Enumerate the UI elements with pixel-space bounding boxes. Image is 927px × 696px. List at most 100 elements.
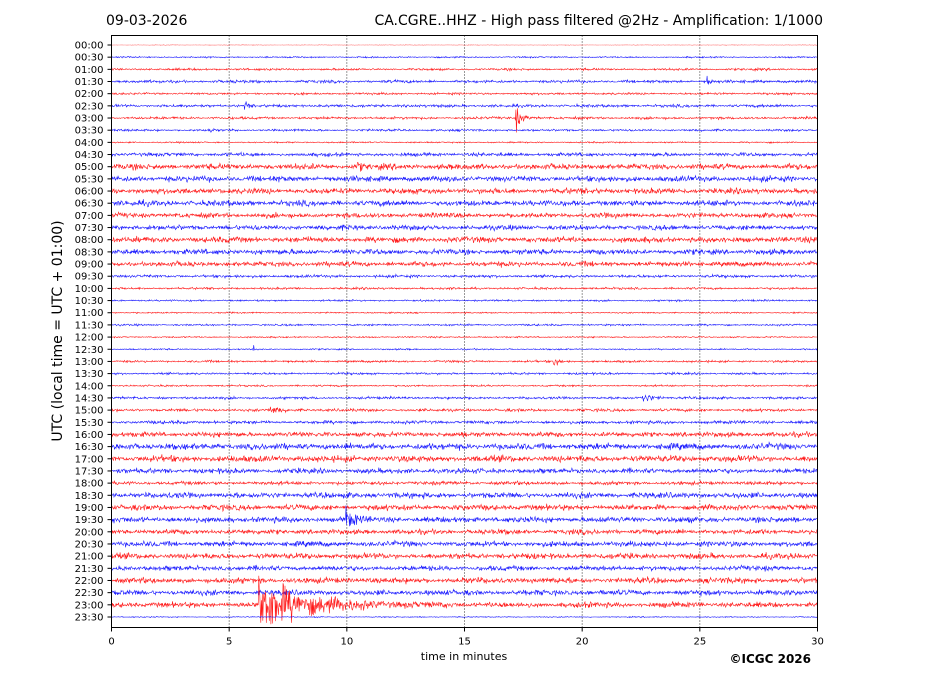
y-tick-label: 02:30 [75,101,104,112]
y-tick-label: 00:30 [75,53,104,64]
trace-0200 [111,91,818,97]
y-tick-label: 03:30 [75,126,104,137]
plot-frame [111,35,818,628]
chart-title: CA.CGRE..HHZ - High pass filtered @2Hz -… [374,13,823,29]
y-tick-label: 16:00 [75,430,104,441]
trace-1500 [111,406,818,414]
y-tick-label: 07:00 [75,211,104,222]
y-tick-label: 23:30 [75,612,104,623]
trace-2000 [111,528,818,536]
y-tick-label: 19:00 [75,503,104,514]
trace-0030 [111,55,818,59]
copyright-label: ©ICGC 2026 [729,652,811,666]
y-tick-label: 05:30 [75,174,104,185]
trace-1730 [111,467,818,475]
y-tick-label: 11:30 [75,320,104,331]
y-tick-label: 17:30 [75,466,104,477]
y-tick-label: 10:30 [75,296,104,307]
x-axis: 0 5 10 15 20 25 30 [108,627,824,648]
y-tick-label: 19:30 [75,515,104,526]
trace-1130 [111,323,818,327]
y-tick-label: 08:30 [75,247,104,258]
y-tick-label: 14:00 [75,381,104,392]
trace-2330 [111,615,818,619]
trace-0900 [111,259,818,268]
trace-1630 [111,441,818,451]
y-tick-label: 10:00 [75,284,104,295]
trace-0730 [111,224,818,232]
trace-1230 [111,345,818,351]
trace-1200 [111,335,818,339]
y-tick-label: 21:00 [75,552,104,563]
trace-0000 [111,44,818,46]
trace-0300 [111,108,818,133]
y-tick-label: 09:00 [75,260,104,271]
y-tick-label: 12:00 [75,333,104,344]
trace-0800 [111,235,818,244]
x-tick-label: 25 [693,637,706,648]
y-tick-label: 04:00 [75,138,104,149]
trace-1030 [111,298,818,303]
grid-lines [228,35,701,628]
trace-2100 [111,551,818,561]
y-tick-label: 07:30 [75,223,104,234]
trace-0930 [111,273,818,280]
y-tick-label: 08:00 [75,235,104,246]
y-tick-label: 06:30 [75,199,104,210]
x-tick-label: 5 [226,637,232,648]
trace-0400 [111,140,818,144]
y-tick-label: 05:00 [75,162,104,173]
y-tick-label: 03:00 [75,114,104,125]
x-axis-label: time in minutes [421,650,508,663]
y-tick-label: 16:30 [75,442,104,453]
trace-0430 [111,151,818,158]
y-tick-label: 01:00 [75,65,104,76]
trace-1700 [111,454,818,464]
y-tick-label: 18:00 [75,479,104,490]
y-tick-label: 22:00 [75,576,104,587]
trace-2230 [111,588,818,597]
y-axis-label: UTC (local time = UTC + 01:00) [50,220,66,441]
trace-0830 [111,247,818,256]
trace-1930 [111,505,818,527]
y-tick-label: 20:30 [75,539,104,550]
trace-0500 [111,161,818,172]
trace-0130 [111,75,818,85]
trace-0600 [111,186,818,195]
date-label: 09-03-2026 [106,13,187,29]
x-tick-label: 0 [108,637,114,648]
trace-1530 [111,419,818,426]
trace-0330 [111,127,818,133]
y-tick-label: 15:00 [75,406,104,417]
trace-1800 [111,479,818,487]
y-tick-label: 04:30 [75,150,104,161]
y-tick-label: 18:30 [75,491,104,502]
trace-0530 [111,174,818,184]
trace-1100 [111,311,818,315]
trace-0700 [111,211,818,220]
x-tick-label: 15 [458,637,471,648]
traces [111,44,818,625]
y-tick-label: 06:00 [75,187,104,198]
y-tick-label: 21:30 [75,564,104,575]
y-tick-label: 13:00 [75,357,104,368]
trace-2300 [111,575,818,625]
trace-1430 [111,394,818,402]
trace-0100 [111,66,818,72]
y-tick-label: 20:00 [75,527,104,538]
trace-1830 [111,491,818,500]
trace-2130 [111,564,818,572]
trace-1900 [111,503,818,513]
trace-2030 [111,539,818,548]
y-tick-label: 23:00 [75,600,104,611]
x-tick-label: 20 [576,637,589,648]
trace-1600 [111,430,818,439]
y-tick-label: 13:30 [75,369,104,380]
y-tick-label: 12:30 [75,345,104,356]
y-tick-label: 15:30 [75,418,104,429]
y-tick-label: 11:00 [75,308,104,319]
trace-0230 [111,101,818,110]
x-tick-label: 10 [340,637,353,648]
